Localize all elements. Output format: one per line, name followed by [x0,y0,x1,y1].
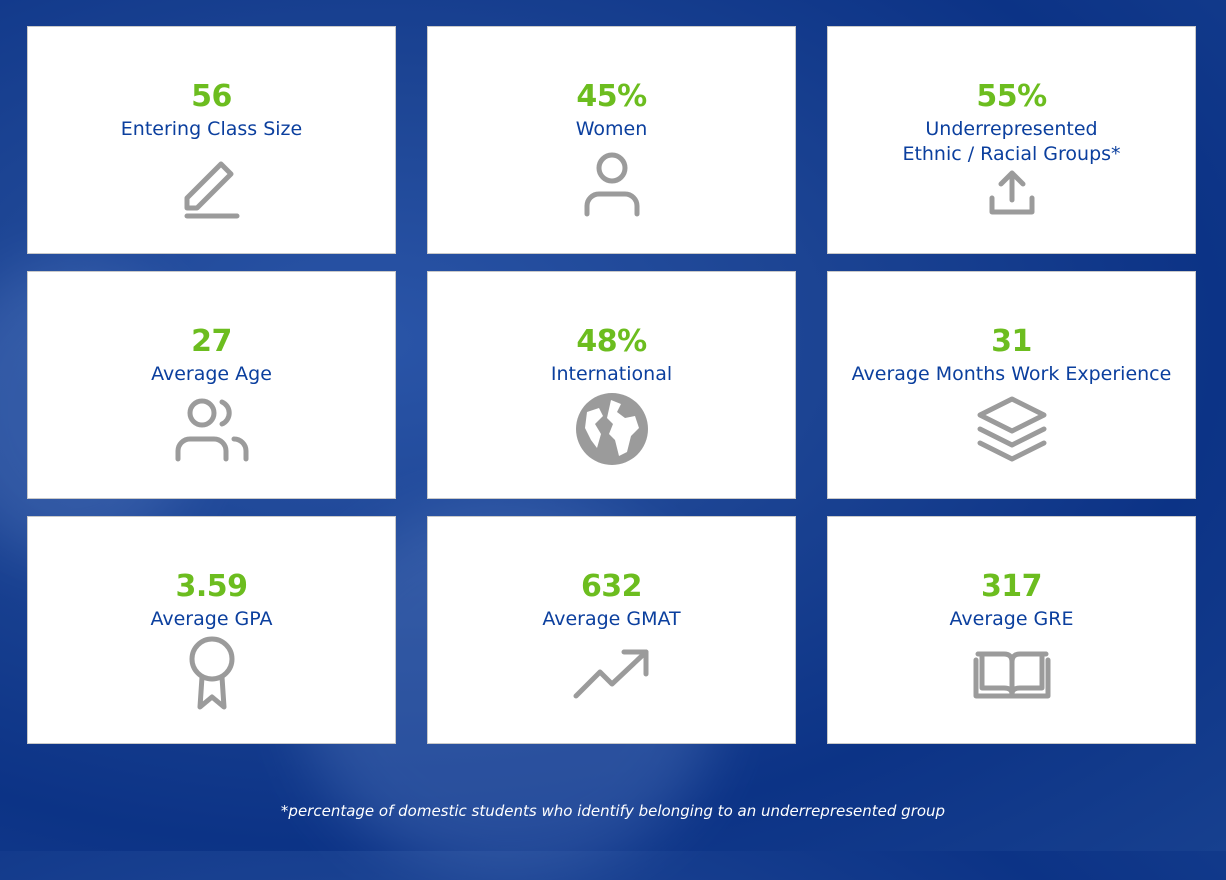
stat-card-gpa: 3.59 Average GPA [27,516,396,744]
stat-value: 317 [980,569,1043,604]
user-icon [572,148,652,220]
stat-value: 45% [576,79,647,114]
stat-card-underrepresented: 55% Underrepresented Ethnic / Racial Gro… [827,26,1196,254]
stat-value: 31 [991,324,1032,359]
globe-icon [572,393,652,465]
stat-value: 632 [580,569,643,604]
book-icon [972,638,1052,710]
award-icon [172,636,252,710]
stat-card-work-experience: 31 Average Months Work Experience [827,271,1196,499]
stat-card-gmat: 632 Average GMAT [427,516,796,744]
stat-card-gre: 317 Average GRE [827,516,1196,744]
stat-value: 55% [976,79,1047,114]
stat-card-international: 48% International [427,271,796,499]
pencil-icon [172,148,252,220]
upload-icon [972,167,1052,219]
stat-label: Women [575,118,648,140]
stat-value: 48% [576,324,647,359]
stat-value: 3.59 [175,569,248,604]
stat-label: International [550,363,673,385]
stat-card-age: 27 Average Age [27,271,396,499]
stat-value: 56 [191,79,232,114]
layers-icon [972,393,1052,465]
users-icon [172,393,252,465]
stat-label: Average Months Work Experience [851,363,1172,385]
stat-card-women: 45% Women [427,26,796,254]
stat-value: 27 [191,324,232,359]
stat-label: Average GRE [949,608,1074,630]
footnote: *percentage of domestic students who ide… [280,802,946,820]
stat-card-class-size: 56 Entering Class Size [27,26,396,254]
trending-up-icon [572,638,652,710]
stat-label: Underrepresented Ethnic / Racial Groups* [902,118,1121,165]
stat-label: Average GMAT [542,608,681,630]
stat-label: Entering Class Size [120,118,303,140]
stat-label: Average Age [151,363,272,385]
stat-label: Average GPA [150,608,273,630]
